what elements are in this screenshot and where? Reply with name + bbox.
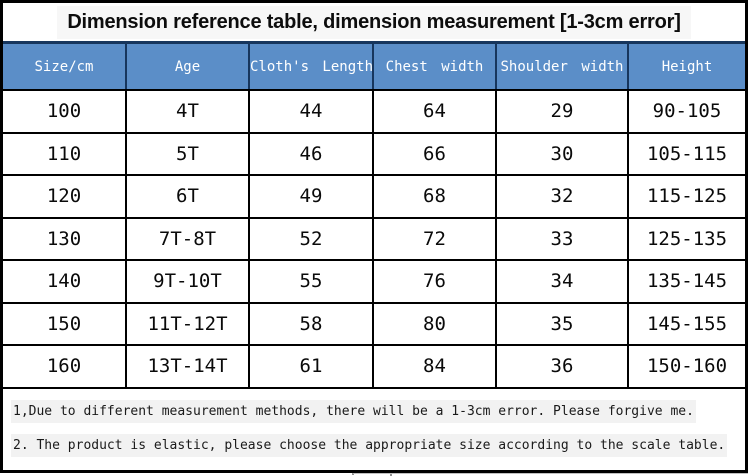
table-row: 120 6T 49 68 32 115-125 (3, 174, 745, 219)
table-cell: 100 (3, 89, 127, 134)
table-cell: 32 (495, 174, 629, 219)
table-cell: 13T-14T (125, 344, 250, 389)
table-cell: 80 (372, 301, 497, 346)
table-cell: 44 (248, 89, 374, 134)
note-line: 2. The product is elastic, please choose… (11, 432, 728, 458)
table-cell: 46 (248, 131, 374, 176)
page-title: Dimension reference table, dimension mea… (57, 5, 691, 39)
table-cell: 135-145 (627, 259, 745, 304)
table-cell: 145-155 (627, 301, 745, 346)
table-cell: 35 (495, 301, 629, 346)
table-cell: 68 (372, 174, 497, 219)
note-text: 1,Due to different measurement methods, … (11, 400, 696, 424)
table-cell: 125-135 (627, 216, 745, 261)
cropped-table-fragment (352, 473, 748, 476)
header-cell: Age (125, 41, 250, 91)
table-cell: 76 (372, 259, 497, 304)
table-cell: 160 (3, 344, 127, 389)
table-cell: 115-125 (627, 174, 745, 219)
table-cell: 105-115 (627, 131, 745, 176)
table-cell: 11T-12T (125, 301, 250, 346)
table-cell: 55 (248, 259, 374, 304)
title-bar: Dimension reference table, dimension mea… (3, 3, 745, 41)
table-cell: 58 (248, 301, 374, 346)
table-cell: 29 (495, 89, 629, 134)
header-cell: Cloth's Length (248, 41, 374, 91)
table-cell: 66 (372, 131, 497, 176)
table-row: 110 5T 46 66 30 105-115 (3, 131, 745, 176)
table-cell: 90-105 (627, 89, 745, 134)
table-cell: 6T (125, 174, 250, 219)
table-row: 100 4T 44 64 29 90-105 (3, 89, 745, 134)
table-row: 150 11T-12T 58 80 35 145-155 (3, 301, 745, 346)
note-line: 1,Due to different measurement methods, … (11, 398, 696, 424)
header-cell: Height (627, 41, 745, 91)
table-row: 140 9T-10T 55 76 34 135-145 (3, 259, 745, 304)
notes-section: 1,Due to different measurement methods, … (3, 389, 745, 471)
table-cell: 150-160 (627, 344, 745, 389)
table-cell: 110 (3, 131, 127, 176)
size-table: Size/cm Age Cloth's Length Chest width Shoul… (3, 41, 745, 389)
below-strip (0, 473, 748, 476)
table-row: 130 7T-8T 52 72 33 125-135 (3, 216, 745, 261)
table-cell: 120 (3, 174, 127, 219)
table-cell: 52 (248, 216, 374, 261)
header-cell: Size/cm (3, 41, 127, 91)
header-cell: Chest width (372, 41, 497, 91)
table-cell: 4T (125, 89, 250, 134)
header-cell: Shoulder width (495, 41, 629, 91)
table-cell: 150 (3, 301, 127, 346)
table-row: 160 13T-14T 61 84 36 150-160 (3, 344, 745, 389)
note-text: 2. The product is elastic, please choose… (11, 434, 728, 458)
table-cell: 33 (495, 216, 629, 261)
table-cell: 130 (3, 216, 127, 261)
table-cell: 7T-8T (125, 216, 250, 261)
table-cell: 61 (248, 344, 374, 389)
table-cell: 72 (372, 216, 497, 261)
table-cell: 5T (125, 131, 250, 176)
table-cell: 140 (3, 259, 127, 304)
header-row: Size/cm Age Cloth's Length Chest width Shoul… (3, 41, 745, 91)
table-cell: 84 (372, 344, 497, 389)
table-cell: 9T-10T (125, 259, 250, 304)
table-cell: 30 (495, 131, 629, 176)
cropped-table-fragment-stub (390, 474, 392, 476)
table-cell: 49 (248, 174, 374, 219)
size-table-body: 100 4T 44 64 29 90-105 110 5T 46 66 30 105-115 120 6T… (3, 89, 745, 389)
table-cell: 34 (495, 259, 629, 304)
table-cell: 36 (495, 344, 629, 389)
table-cell: 64 (372, 89, 497, 134)
